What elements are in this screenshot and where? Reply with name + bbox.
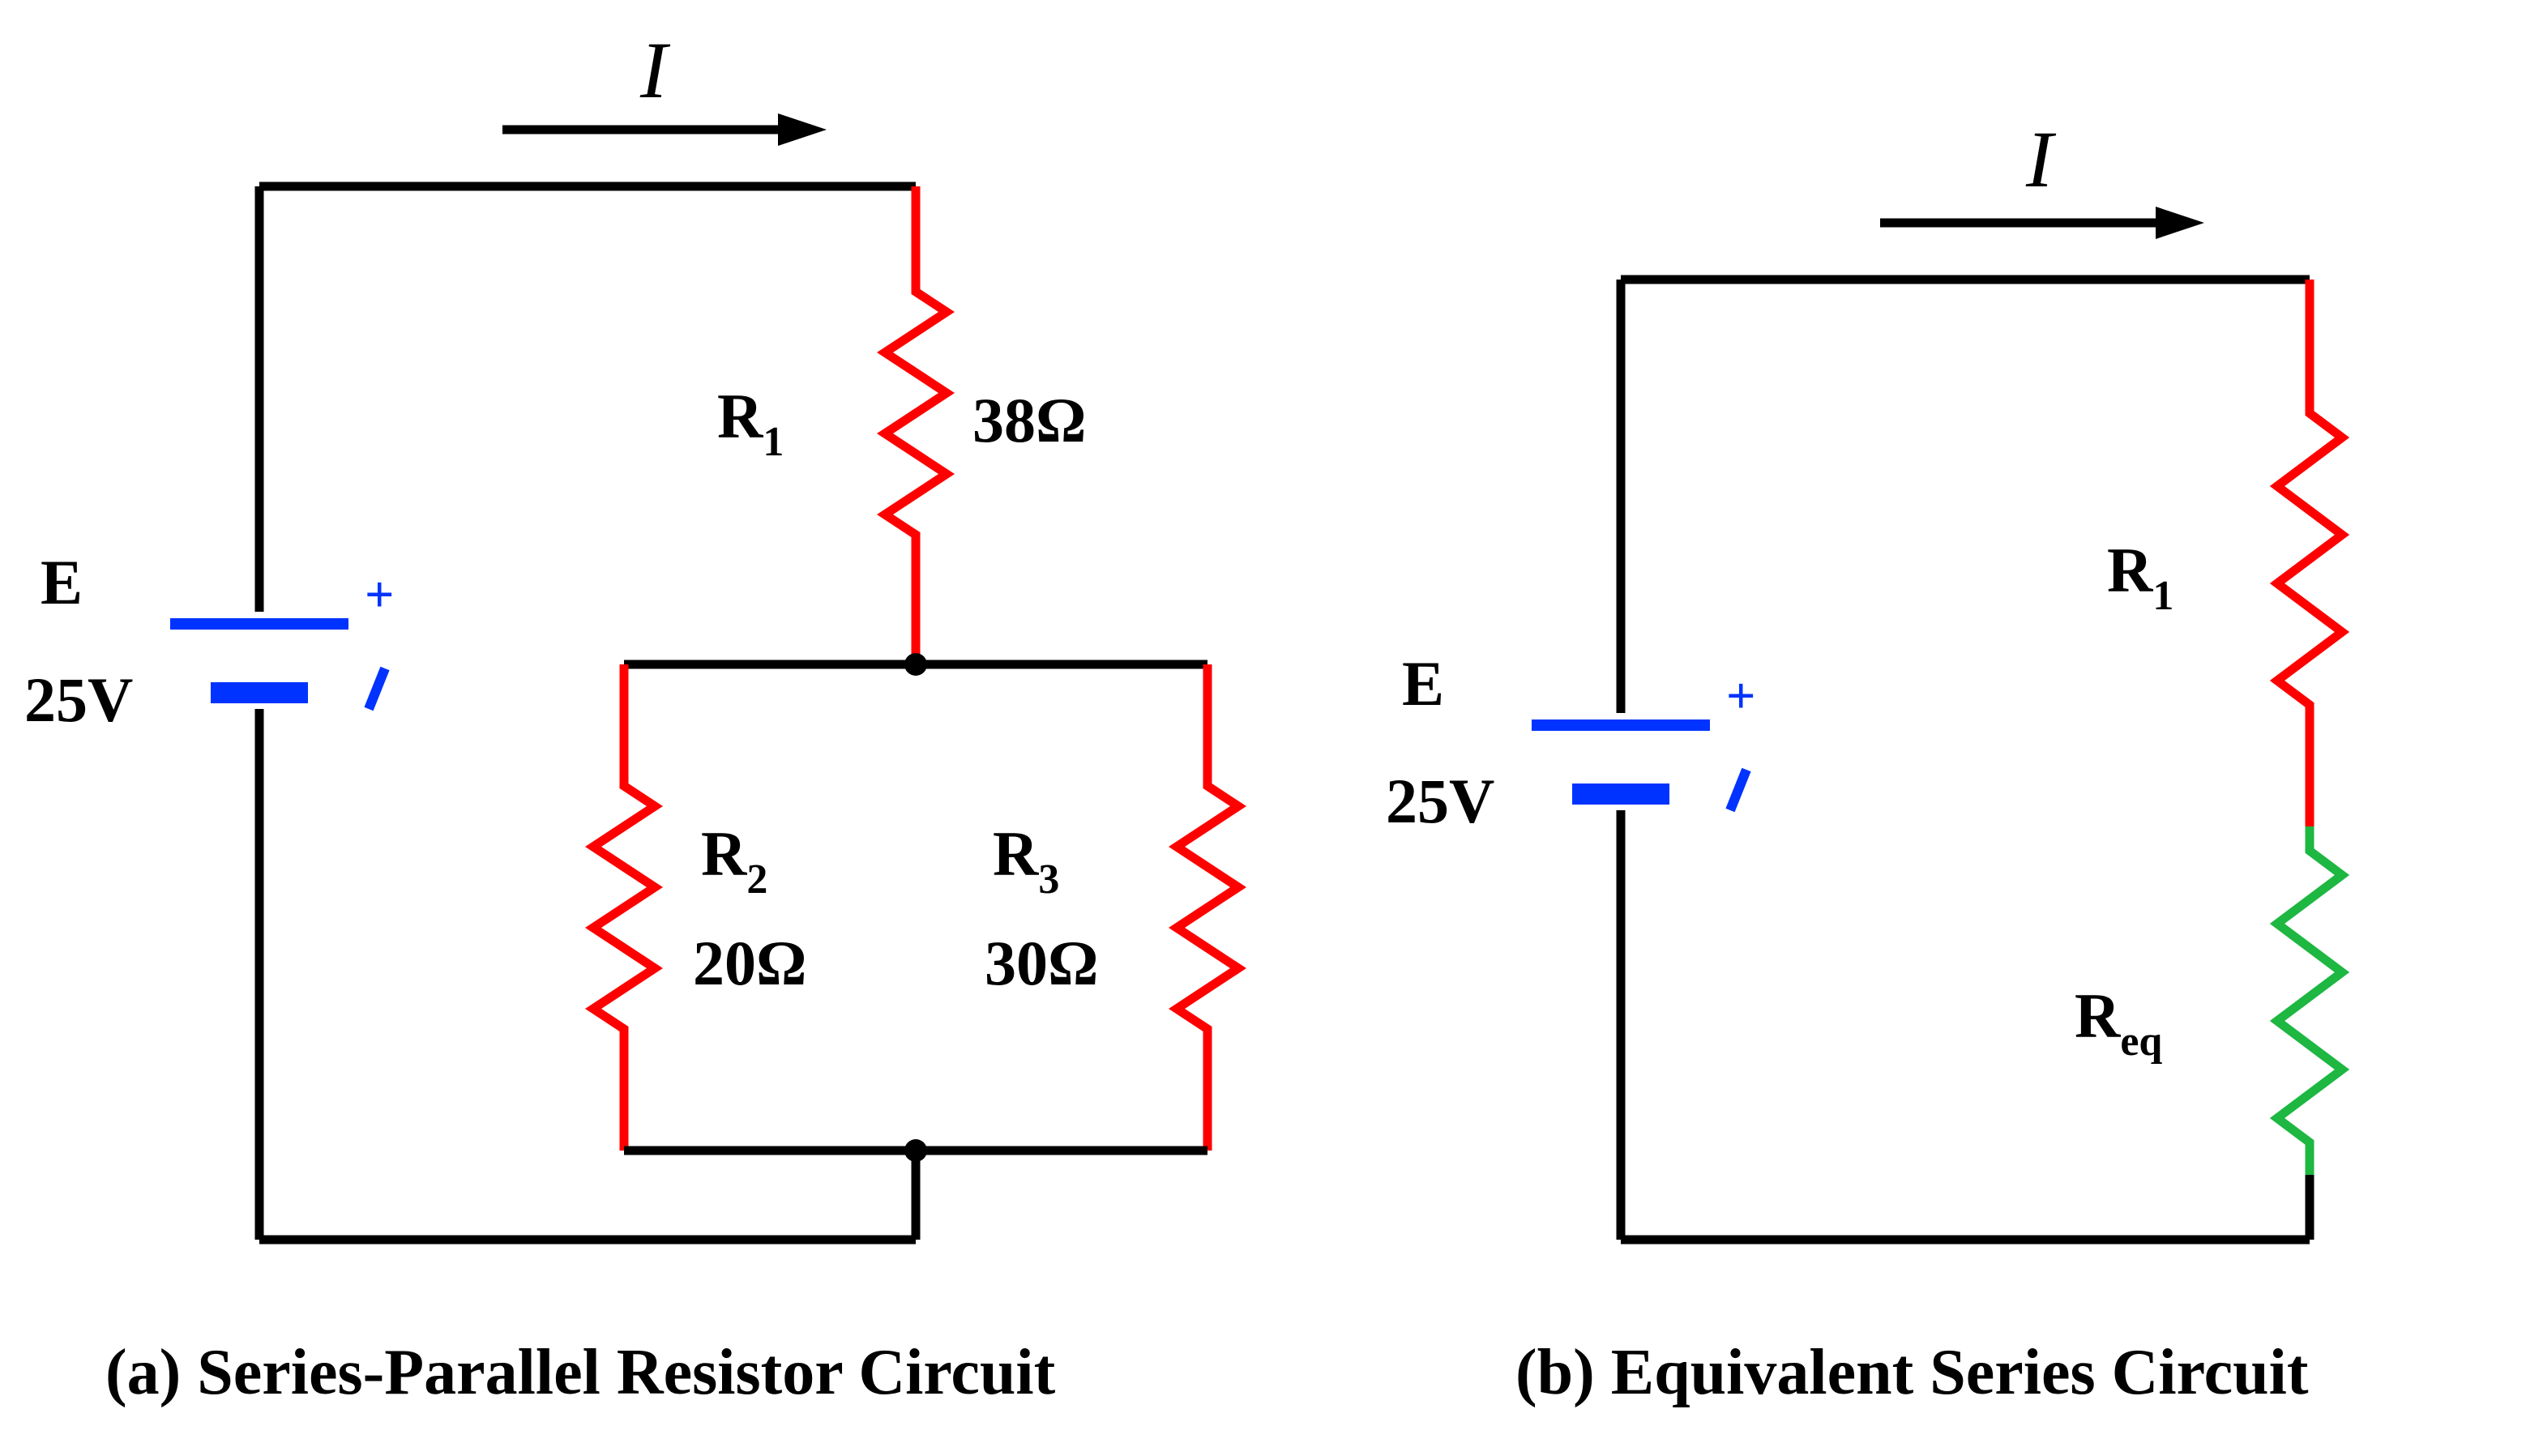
R1-value-a: 38Ω	[972, 385, 1086, 455]
circuit-svg: I + E 25V R1 3	[0, 0, 2526, 1456]
resistor-R1-b	[2277, 389, 2342, 737]
source-value-a: 25V	[24, 664, 133, 735]
R3-name-a: R3	[993, 818, 1059, 903]
caption-b: (b) Equivalent Series Circuit	[1515, 1337, 2309, 1408]
R2-value-a: 20Ω	[693, 928, 806, 998]
current-arrow-b: I	[1880, 114, 2204, 239]
resistor-R3-a	[1177, 762, 1238, 1061]
R1-name-a: R1	[717, 381, 784, 465]
plus-sign-b: +	[1726, 667, 1755, 724]
resistor-R1-a	[885, 267, 947, 567]
current-label-b: I	[2025, 114, 2057, 204]
plus-sign-a: +	[365, 566, 394, 623]
R3-value-a: 30Ω	[985, 928, 1098, 998]
current-arrow-a: I	[502, 25, 827, 146]
resistor-Req-b	[2277, 826, 2342, 1175]
voltage-source-b: +	[1532, 667, 1755, 810]
source-label-E-b: E	[1402, 648, 1444, 719]
source-label-E-a: E	[41, 547, 83, 617]
circuit-b: I + E 25V R1 Req	[1386, 114, 2342, 1408]
circuit-a: I + E 25V R1 3	[24, 25, 1238, 1408]
diagram-stage: I + E 25V R1 3	[0, 0, 2526, 1456]
source-value-b: 25V	[1386, 766, 1494, 836]
voltage-source-a: +	[170, 566, 394, 709]
R1-name-b: R1	[2107, 535, 2173, 619]
caption-a: (a) Series-Parallel Resistor Circuit	[105, 1337, 1056, 1408]
current-label-a: I	[639, 25, 671, 115]
Req-name-b: Req	[2075, 980, 2162, 1065]
resistor-R2-a	[593, 762, 655, 1061]
R2-name-a: R2	[701, 818, 767, 903]
